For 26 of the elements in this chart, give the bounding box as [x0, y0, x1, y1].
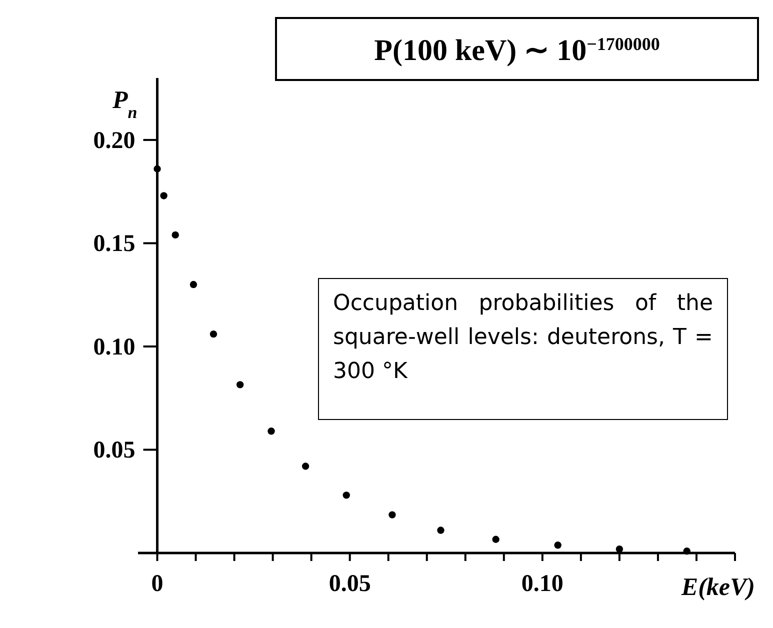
y-tick-label: 0.10 — [93, 334, 136, 360]
point — [616, 545, 624, 553]
point — [190, 280, 198, 288]
y-axis-title: P$_{n}$ — [112, 87, 138, 122]
point — [388, 511, 396, 518]
point — [160, 192, 168, 200]
y-tick-label: 0.20 — [93, 128, 136, 154]
point — [210, 330, 218, 338]
point — [236, 381, 244, 388]
y-tick-label: 0.05 — [93, 438, 136, 464]
y-tick-label: 0.15 — [93, 231, 136, 258]
x-axis-title: E(keV) — [680, 574, 755, 601]
point — [154, 165, 161, 172]
point — [437, 526, 444, 534]
note-box: Occupation probabilities of the square-well levels: deuterons, T = 300 °K — [318, 278, 728, 420]
point — [268, 428, 275, 435]
point — [554, 542, 562, 549]
x-tick-label: 0.05 — [328, 571, 371, 597]
point — [172, 231, 179, 239]
point — [302, 462, 310, 470]
point — [683, 548, 690, 555]
x-tick-label: 0.10 — [521, 571, 564, 597]
formula-box: P(100 keV) ∼ 10$^{−1700000}$ — [275, 17, 759, 81]
x-tick-label: 0 — [151, 571, 164, 597]
point — [492, 536, 500, 543]
point — [342, 492, 350, 499]
